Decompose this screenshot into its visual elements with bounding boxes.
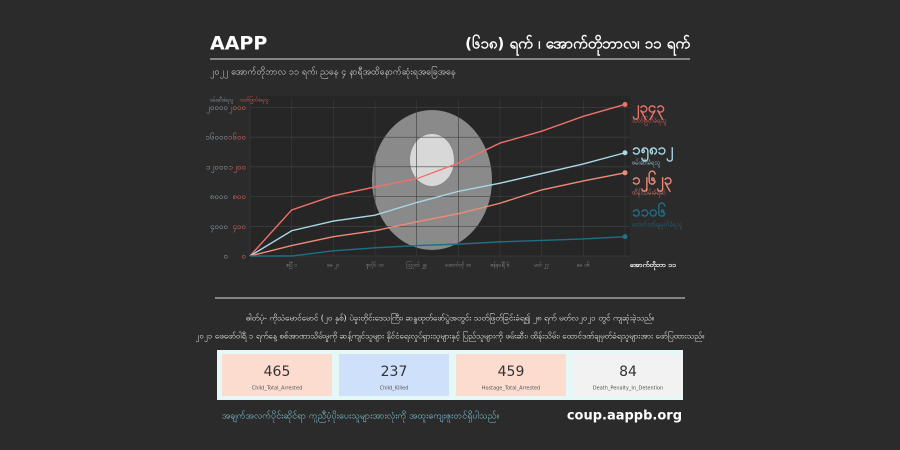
y-tick-label: ၀ (224, 252, 229, 261)
legend-label: ထိန်းသိမ်းခံရဆဲ (632, 189, 666, 198)
end-label: ၁၂၆၂၃ (632, 170, 673, 193)
stat-value: 84 (619, 364, 637, 380)
x-tick-label: ဩဂုတ် ၂၉ (406, 262, 427, 269)
line-series (249, 172, 626, 257)
caption: ၂၀၂၁ ဖေဖော်ဝါရီ ၁ ရက်နေ့ စစ်အာဏာသိမ်းမှု… (195, 331, 704, 343)
y-tick-label: ၁၆၀၀၀ (206, 132, 229, 142)
end-label: ၁၁၀၆ (632, 202, 666, 221)
line-series (249, 103, 626, 257)
legend-label: ဖမ်းဆီးခံရသူ (632, 159, 661, 168)
stat-label: Hostage_Total_Arrested (482, 386, 541, 392)
x-tick-label: ဇူလိုင် ၁၀ (366, 263, 385, 269)
stat-card (222, 354, 332, 396)
end-label: ၁၅၈၁၂ (632, 141, 674, 163)
footer-quote: အချက်အလက်ပိုင်းဆိုင်ရာ ကူညီပံ့ပိုးပေးသူမ… (222, 411, 499, 423)
y-tick-label: ၈၀၀၀ (210, 192, 228, 201)
title: (၆၁၈) ရက် ၊ အောက်တိုဘာလ၊ ၁၁ ရက် (465, 34, 690, 57)
y2-tick-label: ၁၂၀၀ (229, 162, 246, 173)
stat-label: Death_Penalty_In_Detention (593, 386, 663, 392)
y2-tick-label: ၈၀၀ (232, 192, 246, 201)
end-point (622, 101, 628, 107)
x-tick-label: ဧပြီ ၁ (286, 262, 297, 269)
stat-value: 459 (498, 364, 525, 380)
y2-tick-label: ၄၀၀ (233, 222, 247, 233)
subtitle: ၂၀၂၂ အောက်တိုဘာလ ၁၁ ရက်၊ ညနေ ၄ နာရီအထိနေ… (210, 66, 456, 79)
photo-figure (410, 134, 454, 186)
y-axis-label: ဖမ်းဆီးခံရသူ (210, 98, 234, 104)
y-tick-label: ၂၀၀၀၀ (206, 103, 228, 114)
stat-card (339, 354, 449, 396)
caption: ဓါတ်ပုံ- ကိုသံမောင်မောင် (၂၀ နှစ်) ပဲခူး… (246, 313, 655, 325)
stat-value: 237 (381, 364, 408, 380)
stat-label: Child_Total_Arrested (252, 386, 303, 392)
end-label: ၂၃၄၃ (632, 99, 665, 121)
stat-label: Child_Killed (380, 386, 409, 392)
x-tick-label: အောက်တို ၁၈ (445, 263, 471, 269)
y2-axis-label: သတ်ဖြတ်ခံရသူ (239, 97, 269, 104)
legend-label: သတ်ဖြတ်ခံရသူ (632, 116, 667, 126)
y2-tick-label: ၂၀၀၀ (229, 103, 246, 114)
end-point (622, 170, 628, 176)
footer-url: coup.aappb.org (567, 409, 682, 424)
legend-label: ထောင်ဒဏ်ချမှတ်ခံရသူ (632, 221, 682, 230)
line-series (249, 152, 626, 257)
x-tick-label: မေ ၂၁ (327, 263, 340, 269)
y2-tick-label: ၁၆၀၀ (228, 132, 246, 142)
y-tick-label: ၄၀၀၀ (210, 222, 228, 233)
brand: AAPP (210, 33, 267, 55)
stat-value: 465 (264, 364, 291, 380)
line-series (250, 235, 626, 257)
end-point (622, 234, 628, 240)
stat-card (573, 354, 683, 396)
y-tick-label: ၁၂၀၀၀ (206, 162, 228, 173)
y2-tick-label: ၀ (242, 252, 247, 261)
x-tick-label: မေ ၁၆ (577, 263, 590, 269)
x-tick-label: ဇန်နဝါရီ ၆ (490, 263, 509, 269)
stat-card (456, 354, 566, 396)
x-tick-label: အောက်တိုဘာ ၁၁ (630, 261, 676, 271)
x-tick-label: မတ် ၂၇ (534, 263, 549, 269)
end-point (622, 150, 628, 156)
